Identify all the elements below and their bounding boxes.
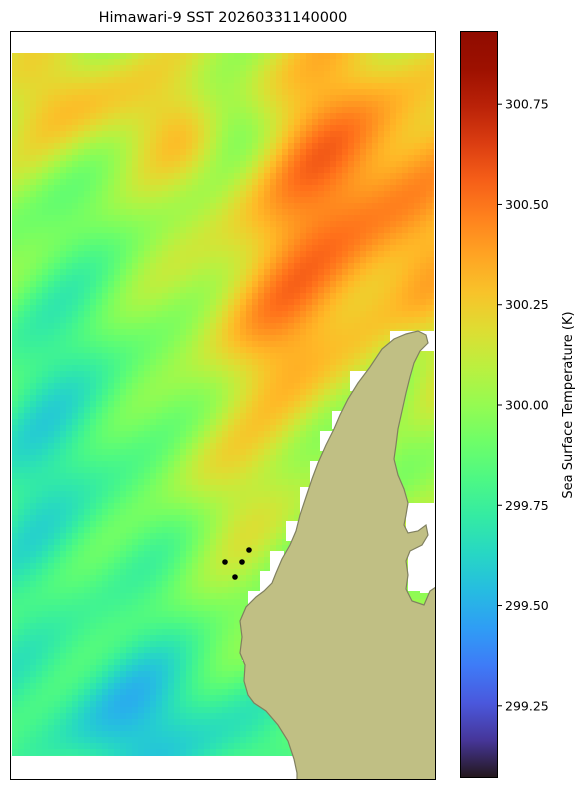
map-title: Himawari-9 SST 20260331140000	[98, 10, 348, 26]
colorbar-ramp	[460, 31, 498, 778]
station-marker[interactable]	[232, 574, 238, 580]
land-peninsula	[239, 330, 436, 780]
colorbar-tick-label: 300.75	[505, 97, 549, 112]
station-markers	[222, 547, 252, 580]
colorbar-tick-label: 300.50	[505, 197, 549, 212]
colorbar-tick-label: 300.00	[505, 398, 549, 413]
colorbar-tick-label: 299.75	[505, 498, 549, 513]
sst-map[interactable]	[10, 31, 436, 780]
map-panel[interactable]	[10, 31, 436, 780]
map-border	[10, 31, 436, 780]
station-marker[interactable]	[239, 559, 245, 565]
colorbar-tick-label: 300.25	[505, 297, 549, 312]
colorbar-ticks: 299.25 299.50 299.75 300.00 300.25 300.50 300.…	[497, 97, 549, 713]
colorbar-tick-label: 299.50	[505, 598, 549, 613]
station-marker[interactable]	[222, 559, 228, 565]
station-marker[interactable]	[246, 547, 252, 553]
colorbar-graphic: 299.25 299.50 299.75 300.00 300.25 300.50 300.…	[460, 31, 576, 778]
colorbar-label: Sea Surface Temperature (K)	[561, 311, 576, 498]
colorbar-tick-label: 299.25	[505, 698, 549, 713]
colorbar: 299.25 299.50 299.75 300.00 300.25 300.50 300.…	[460, 31, 586, 780]
